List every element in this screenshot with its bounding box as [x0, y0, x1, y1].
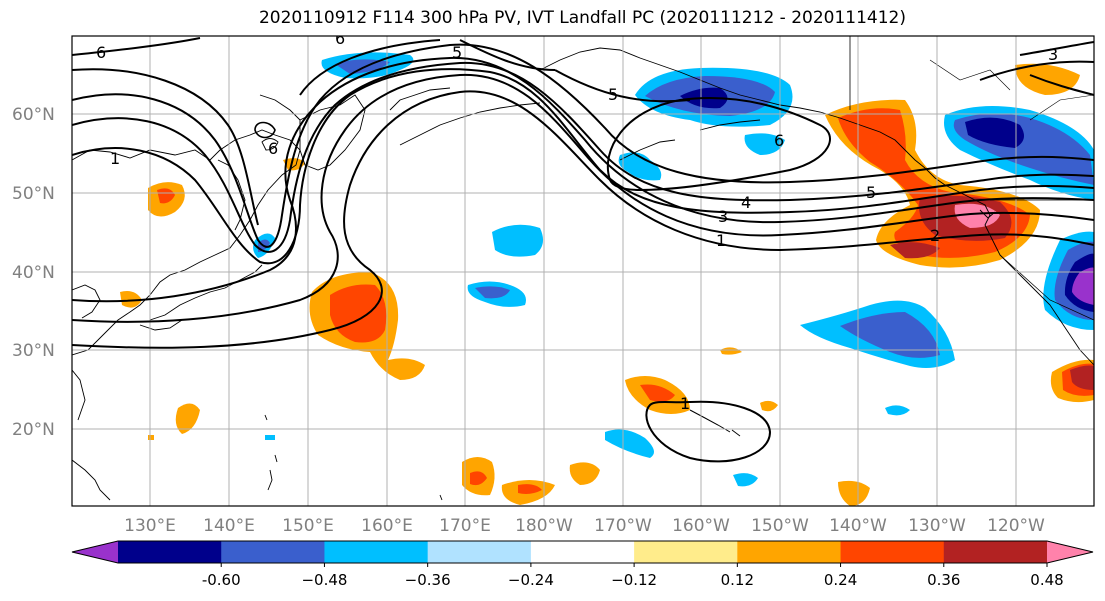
pv-contour-line	[72, 61, 1094, 253]
contour-label-6-japan: 6	[268, 139, 278, 158]
coast-asia	[72, 129, 301, 356]
lat-label: 40°N	[12, 263, 55, 283]
lon-label: 130°W	[908, 516, 966, 536]
contour-label-1-east: 1	[716, 231, 726, 250]
contour-label-2-east: 2	[930, 226, 940, 245]
pv-contour-line	[72, 73, 1094, 323]
colorbar: -0.60 −0.48 −0.36 −0.24 −0.12 0.12 0.24 0.36 0.4…	[71, 540, 1094, 589]
colorbar-swatch	[840, 541, 945, 563]
contour-label-1-hawaii: 1	[680, 394, 690, 413]
lat-label: 60°N	[12, 105, 55, 125]
colorbar-swatch	[427, 541, 532, 563]
colorbar-tick-label: 0.24	[824, 571, 857, 589]
colorbar-tick-label: 0.36	[927, 571, 960, 589]
lon-label: 140°W	[829, 516, 887, 536]
lat-label: 20°N	[12, 420, 55, 440]
pv-contours	[72, 37, 1094, 463]
lat-label: 30°N	[12, 341, 55, 361]
lon-label: 160°W	[672, 516, 730, 536]
coast-pacific-nw	[924, 167, 1094, 366]
lon-label: 130°E	[124, 516, 176, 536]
colorbar-tick-label: -0.60	[202, 571, 241, 589]
coast-japan	[217, 159, 246, 231]
lat-label: 50°N	[12, 184, 55, 204]
coast-aleutians	[399, 102, 541, 146]
contour-label-5-east: 5	[866, 183, 876, 202]
coast-alaska	[539, 47, 926, 169]
colorbar-tick-label: 0.12	[721, 571, 754, 589]
pv-contour-line	[645, 400, 772, 463]
contour-label-6-nw: 6	[96, 43, 106, 62]
colorbar-swatch	[634, 541, 738, 563]
colorbar-tick-label: 0.48	[1030, 571, 1063, 589]
pv-contour-line	[606, 97, 831, 192]
contour-label-6-alaska: 6	[774, 131, 784, 150]
colorbar-outline	[71, 540, 1094, 564]
colorbar-swatch	[324, 541, 429, 563]
pv-contour-line	[72, 90, 1094, 349]
pv-contour-line	[72, 43, 1094, 248]
chart-title: 2020110912 F114 300 hPa PV, IVT Landfall…	[258, 8, 906, 28]
colorbar-tick-label: −0.48	[301, 571, 347, 589]
colorbar-swatch	[221, 541, 325, 563]
colorbar-swatch	[118, 541, 222, 563]
colorbar-swatch	[530, 541, 635, 563]
contour-label-6-top: 6	[335, 29, 345, 48]
lon-label: 170°E	[439, 516, 491, 536]
colorbar-extend-high	[1047, 541, 1093, 563]
lon-label: 170°W	[594, 516, 652, 536]
lon-label: 150°W	[751, 516, 809, 536]
colorbar-tick-label: −0.36	[405, 571, 451, 589]
colorbar-swatch	[943, 541, 1048, 563]
longitude-labels: 130°E 140°E 150°E 160°E 170°E 180°W 170°…	[124, 516, 1045, 536]
contour-label-4-east: 4	[741, 193, 751, 212]
coastline-layer	[72, 36, 1094, 501]
colorbar-tick-label: −0.12	[611, 571, 657, 589]
contour-labels: 6 1 6 5 6 5 6 5 4 3 1 2 1 3	[96, 29, 1058, 413]
colorbar-tick-label: −0.24	[508, 571, 554, 589]
colorbar-swatch	[737, 541, 842, 563]
contour-label-3-ne: 3	[1048, 45, 1058, 64]
lon-label: 120°W	[987, 516, 1045, 536]
contour-label-5-top: 5	[452, 43, 462, 62]
pv-contour-line	[72, 68, 1094, 265]
graticule	[72, 36, 1094, 506]
lon-label: 150°E	[282, 516, 334, 536]
shading-layer	[120, 52, 1094, 506]
lon-label: 140°E	[203, 516, 255, 536]
pv-contour-line	[72, 56, 1094, 303]
colorbar-extend-low	[72, 541, 118, 563]
contour-label-1-west: 1	[110, 149, 120, 168]
lon-label: 180°W	[515, 516, 573, 536]
pv-contour-line	[72, 39, 441, 226]
lon-label: 160°E	[361, 516, 413, 536]
contour-label-5-kamchatka: 5	[608, 85, 618, 104]
map-frame	[71, 35, 1095, 507]
contour-label-3-east: 3	[718, 207, 728, 226]
latitude-labels: 60°N 50°N 40°N 30°N 20°N	[12, 105, 55, 440]
